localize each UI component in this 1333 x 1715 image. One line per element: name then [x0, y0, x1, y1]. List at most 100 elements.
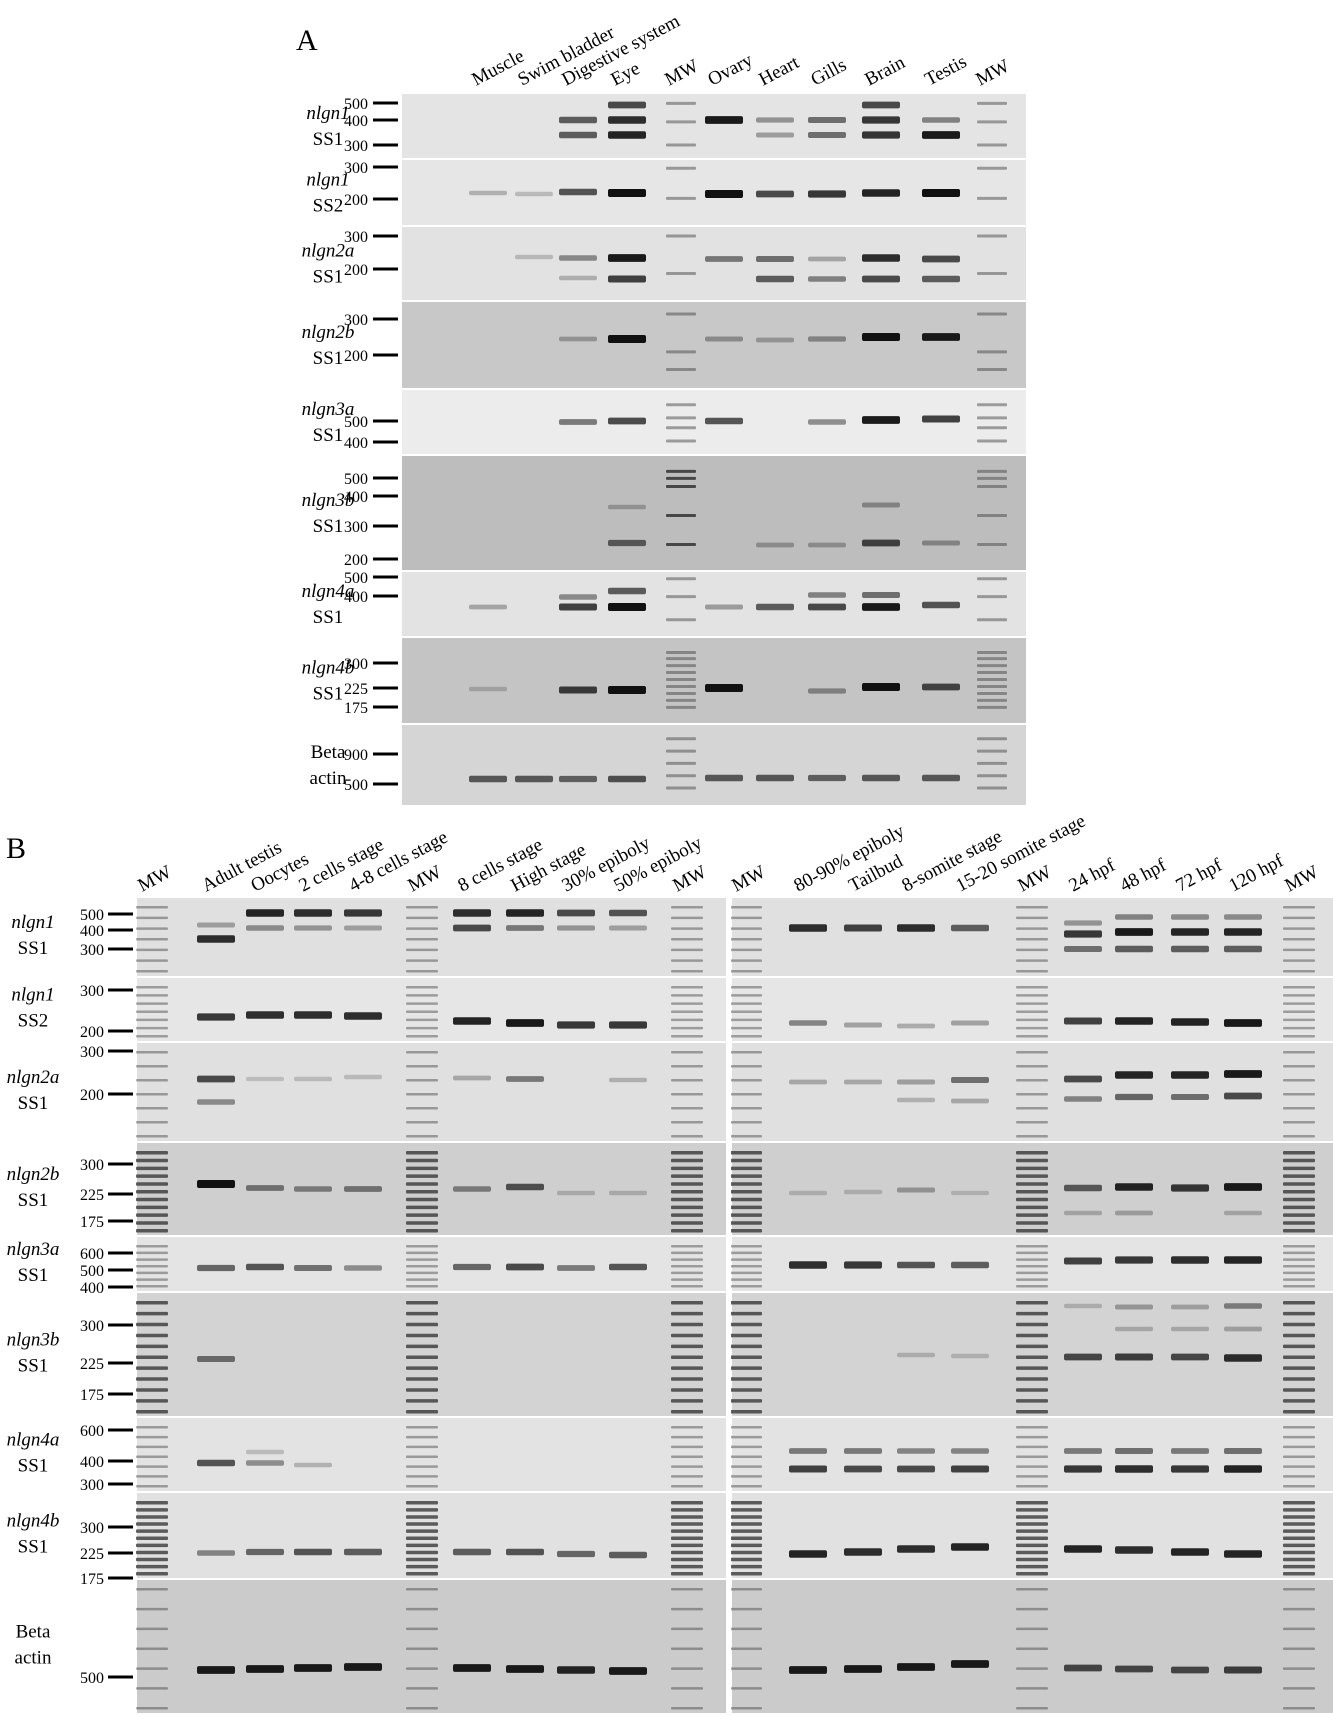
size-marker-label: 500 [80, 1670, 104, 1687]
ladder-band [730, 1607, 762, 1611]
gel-band [1115, 1304, 1153, 1310]
size-marker-tick [373, 165, 398, 169]
ladder-band [406, 1455, 438, 1458]
ladder-band [671, 1121, 703, 1124]
gel-band [862, 683, 900, 691]
ladder-band [136, 1151, 168, 1155]
gel-band [515, 254, 553, 260]
ladder-band [406, 1301, 438, 1305]
gel-band [756, 132, 794, 138]
ladder-band [136, 1158, 168, 1163]
gel-band [1171, 1326, 1209, 1332]
gel-band [1171, 1465, 1209, 1473]
gel-band [608, 254, 646, 262]
size-marker-label: 225 [344, 681, 368, 698]
gel-band [1064, 1353, 1102, 1361]
lane-label: 72 hpf [1172, 855, 1226, 897]
gel-band [197, 1666, 235, 1674]
row-variant-label: SS2 [18, 1011, 49, 1032]
ladder-band [1016, 1221, 1048, 1225]
gel-band [197, 1180, 235, 1188]
ladder-band [1016, 1121, 1048, 1124]
ladder-band [671, 1529, 703, 1533]
gel-band [862, 189, 900, 197]
ladder-band [1016, 1572, 1048, 1576]
gel-band [922, 601, 960, 609]
ladder-band [730, 1399, 762, 1403]
gel-band [897, 1352, 935, 1358]
ladder-band [730, 1265, 762, 1268]
ladder-band [977, 577, 1007, 581]
ladder-band [671, 1135, 703, 1138]
ladder-band [671, 1399, 703, 1403]
ladder-band [1016, 1588, 1048, 1591]
ladder-band [730, 1221, 762, 1225]
gel-band [453, 924, 491, 932]
ladder-band [406, 1197, 438, 1202]
gel-band [1115, 1071, 1153, 1079]
ladder-band [406, 1529, 438, 1533]
ladder-band [136, 1550, 168, 1555]
size-marker-tick [108, 1029, 133, 1033]
ladder-band [406, 986, 438, 989]
ladder-band [1283, 1065, 1315, 1068]
size-marker-tick [373, 197, 398, 201]
row-variant-label: SS1 [18, 1093, 49, 1114]
ladder-band [666, 196, 696, 200]
ladder-band [406, 906, 438, 909]
gel-band [197, 1550, 235, 1556]
ladder-band [136, 1366, 168, 1370]
gel-band [756, 774, 794, 782]
gel-band [756, 190, 794, 198]
row-variant-label: SS1 [313, 607, 344, 628]
size-marker-tick [373, 594, 398, 598]
ladder-band [1016, 1508, 1048, 1512]
ladder-band [671, 1107, 703, 1110]
row-variant-label: SS1 [313, 684, 344, 705]
size-marker-label: 225 [80, 1356, 104, 1373]
ladder-band [1016, 1627, 1048, 1631]
gel-band [1224, 1354, 1262, 1362]
gel-band [705, 684, 743, 692]
ladder-band [671, 1258, 703, 1261]
ladder-band [671, 1197, 703, 1202]
ladder-band [730, 1010, 762, 1013]
lane-label: Testis [921, 51, 970, 90]
ladder-band [730, 1065, 762, 1068]
gel-band [1115, 1326, 1153, 1332]
ladder-band [1016, 1251, 1048, 1255]
ladder-band [136, 1522, 168, 1526]
ladder-band [666, 426, 696, 430]
gel-band [1224, 1019, 1262, 1027]
ladder-band [406, 1026, 438, 1030]
gel-band [515, 191, 553, 197]
ladder-band [1283, 1707, 1315, 1710]
ladder-band [1283, 1190, 1315, 1194]
gel-band [294, 1462, 332, 1468]
ladder-band [406, 1035, 438, 1038]
gel-band [1115, 1665, 1153, 1673]
ladder-band [671, 1182, 703, 1186]
gel-band [506, 1665, 544, 1673]
ladder-band [1016, 1543, 1048, 1548]
gel-band [1064, 1303, 1102, 1309]
gel-band [1064, 1545, 1102, 1553]
ladder-band [1283, 1572, 1315, 1576]
ladder-band [406, 1687, 438, 1690]
ladder-band [1283, 1026, 1315, 1030]
gel-band [808, 276, 846, 282]
ladder-band [406, 1151, 438, 1155]
ladder-band [1016, 986, 1048, 989]
gel-band [1064, 920, 1102, 926]
gel-row-background [402, 227, 1026, 300]
ladder-band [406, 1051, 438, 1054]
ladder-band [671, 1151, 703, 1155]
ladder-band [977, 403, 1007, 407]
ladder-band [136, 1093, 168, 1096]
size-marker-label: 500 [344, 414, 368, 431]
gel-band [1171, 1304, 1209, 1310]
ladder-band [730, 1018, 762, 1022]
gel-band [705, 116, 743, 124]
gel-band [1224, 1448, 1262, 1454]
gel-band [609, 1021, 647, 1029]
